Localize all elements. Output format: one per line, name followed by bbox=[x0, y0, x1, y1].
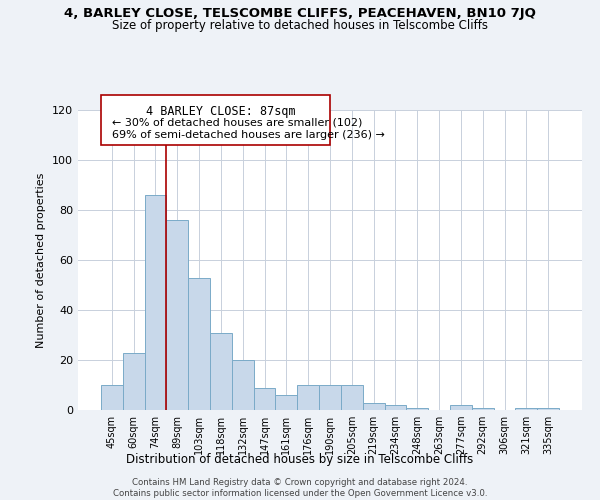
Text: ← 30% of detached houses are smaller (102): ← 30% of detached houses are smaller (10… bbox=[112, 118, 362, 128]
Bar bbox=[472, 408, 494, 410]
Bar bbox=[406, 408, 428, 410]
Bar bbox=[210, 332, 232, 410]
Bar bbox=[385, 405, 406, 410]
Text: 4 BARLEY CLOSE: 87sqm: 4 BARLEY CLOSE: 87sqm bbox=[146, 105, 296, 118]
Bar bbox=[341, 385, 363, 410]
Bar bbox=[232, 360, 254, 410]
Bar bbox=[254, 388, 275, 410]
Text: Contains HM Land Registry data © Crown copyright and database right 2024.
Contai: Contains HM Land Registry data © Crown c… bbox=[113, 478, 487, 498]
Text: 4, BARLEY CLOSE, TELSCOMBE CLIFFS, PEACEHAVEN, BN10 7JQ: 4, BARLEY CLOSE, TELSCOMBE CLIFFS, PEACE… bbox=[64, 8, 536, 20]
FancyBboxPatch shape bbox=[101, 95, 330, 145]
Bar bbox=[450, 405, 472, 410]
Bar bbox=[537, 408, 559, 410]
Bar bbox=[101, 385, 123, 410]
Text: 69% of semi-detached houses are larger (236) →: 69% of semi-detached houses are larger (… bbox=[112, 130, 385, 140]
Bar bbox=[363, 402, 385, 410]
Bar bbox=[319, 385, 341, 410]
Bar bbox=[515, 408, 537, 410]
Bar bbox=[188, 278, 210, 410]
Y-axis label: Number of detached properties: Number of detached properties bbox=[37, 172, 46, 348]
Bar bbox=[123, 352, 145, 410]
Bar bbox=[145, 195, 166, 410]
Text: Size of property relative to detached houses in Telscombe Cliffs: Size of property relative to detached ho… bbox=[112, 19, 488, 32]
Bar bbox=[297, 385, 319, 410]
Bar bbox=[166, 220, 188, 410]
Text: Distribution of detached houses by size in Telscombe Cliffs: Distribution of detached houses by size … bbox=[127, 452, 473, 466]
Bar bbox=[275, 395, 297, 410]
